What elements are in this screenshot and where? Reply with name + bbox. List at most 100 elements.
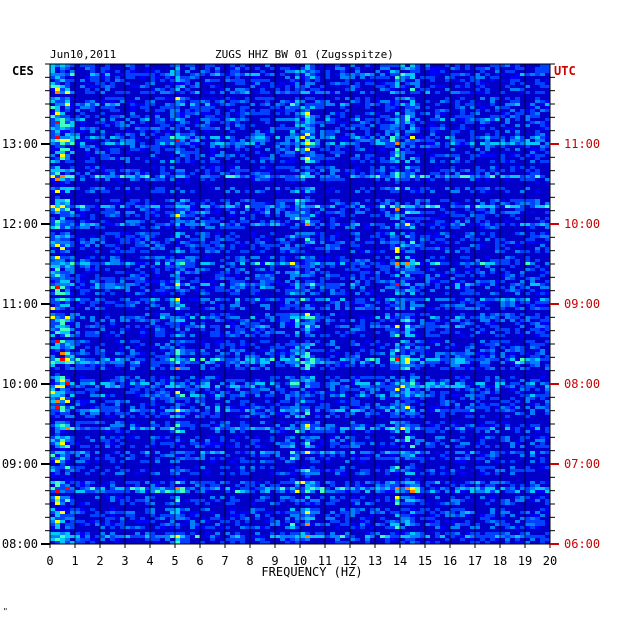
spectrogram-cell [385, 103, 390, 106]
spectrogram-cell [545, 64, 550, 67]
spectrogram-cell [310, 241, 315, 244]
spectrogram-cell [195, 358, 200, 361]
spectrogram-cell [205, 244, 210, 247]
spectrogram-cell [300, 286, 305, 289]
spectrogram-cell [510, 304, 515, 307]
spectrogram-cell [55, 127, 60, 130]
spectrogram-cell [60, 259, 65, 262]
spectrogram-cell [375, 70, 380, 73]
spectrogram-cell [320, 217, 325, 220]
spectrogram-cell [350, 250, 355, 253]
spectrogram-cell [160, 178, 165, 181]
spectrogram-cell [270, 73, 275, 76]
spectrogram-cell [235, 223, 240, 226]
spectrogram-cell [535, 157, 540, 160]
spectrogram-cell [145, 85, 150, 88]
spectrogram-cell [110, 256, 115, 259]
spectrogram-cell [475, 136, 480, 139]
spectrogram-cell [450, 343, 455, 346]
spectrogram-cell [335, 304, 340, 307]
spectrogram-cell [140, 205, 145, 208]
spectrogram-cell [90, 64, 95, 67]
spectrogram-cell [490, 199, 495, 202]
spectrogram-cell [300, 292, 305, 295]
spectrogram-cell [535, 82, 540, 85]
spectrogram-cell [195, 121, 200, 124]
spectrogram-cell [50, 298, 55, 301]
spectrogram-cell [470, 211, 475, 214]
spectrogram-cell [380, 88, 385, 91]
spectrogram-cell [405, 355, 410, 358]
spectrogram-cell [190, 139, 195, 142]
spectrogram-cell [385, 304, 390, 307]
spectrogram-cell [455, 286, 460, 289]
spectrogram-cell [500, 274, 505, 277]
spectrogram-cell [210, 286, 215, 289]
spectrogram-cell [265, 277, 270, 280]
spectrogram-cell [245, 358, 250, 361]
spectrogram-cell [440, 280, 445, 283]
spectrogram-cell [370, 292, 375, 295]
spectrogram-cell [195, 157, 200, 160]
spectrogram-cell [195, 361, 200, 364]
spectrogram-cell [480, 175, 485, 178]
spectrogram-cell [165, 211, 170, 214]
spectrogram-cell [160, 292, 165, 295]
spectrogram-cell [365, 127, 370, 130]
spectrogram-cell [405, 223, 410, 226]
spectrogram-cell [535, 202, 540, 205]
spectrogram-cell [375, 331, 380, 334]
spectrogram-cell [425, 139, 430, 142]
spectrogram-cell [225, 235, 230, 238]
spectrogram-cell [185, 217, 190, 220]
spectrogram-cell [455, 79, 460, 82]
spectrogram-cell [230, 283, 235, 286]
spectrogram-cell [505, 358, 510, 361]
spectrogram-cell [495, 70, 500, 73]
spectrogram-cell [200, 319, 205, 322]
spectrogram-cell [170, 109, 175, 112]
spectrogram-cell [185, 325, 190, 328]
spectrogram-cell [545, 211, 550, 214]
spectrogram-cell [405, 262, 410, 265]
spectrogram-cell [450, 283, 455, 286]
spectrogram-cell [320, 85, 325, 88]
spectrogram-cell [535, 223, 540, 226]
spectrogram-cell [155, 211, 160, 214]
spectrogram-cell [235, 298, 240, 301]
spectrogram-cell [515, 223, 520, 226]
spectrogram-cell [280, 259, 285, 262]
spectrogram-cell [275, 112, 280, 115]
spectrogram-cell [435, 154, 440, 157]
spectrogram-cell [395, 238, 400, 241]
spectrogram-cell [285, 223, 290, 226]
spectrogram-cell [545, 307, 550, 310]
spectrogram-cell [365, 112, 370, 115]
spectrogram-cell [255, 190, 260, 193]
spectrogram-cell [520, 271, 525, 274]
spectrogram-cell [325, 358, 330, 361]
spectrogram-cell [505, 112, 510, 115]
spectrogram-cell [70, 73, 75, 76]
spectrogram-cell [315, 316, 320, 319]
spectrogram-cell [150, 202, 155, 205]
spectrogram-cell [190, 244, 195, 247]
spectrogram-cell [315, 262, 320, 265]
spectrogram-cell [295, 223, 300, 226]
spectrogram-cell [475, 154, 480, 157]
spectrogram-cell [95, 121, 100, 124]
spectrogram-cell [60, 124, 65, 127]
spectrogram-cell [470, 316, 475, 319]
spectrogram-cell [185, 142, 190, 145]
spectrogram-cell [55, 256, 60, 259]
spectrogram-cell [280, 103, 285, 106]
spectrogram-cell [545, 328, 550, 331]
spectrogram-cell [400, 109, 405, 112]
spectrogram-cell [460, 223, 465, 226]
spectrogram-cell [135, 139, 140, 142]
spectrogram-cell [95, 79, 100, 82]
spectrogram-cell [395, 277, 400, 280]
spectrogram-cell [150, 280, 155, 283]
spectrogram-cell [220, 343, 225, 346]
spectrogram-cell [310, 256, 315, 259]
